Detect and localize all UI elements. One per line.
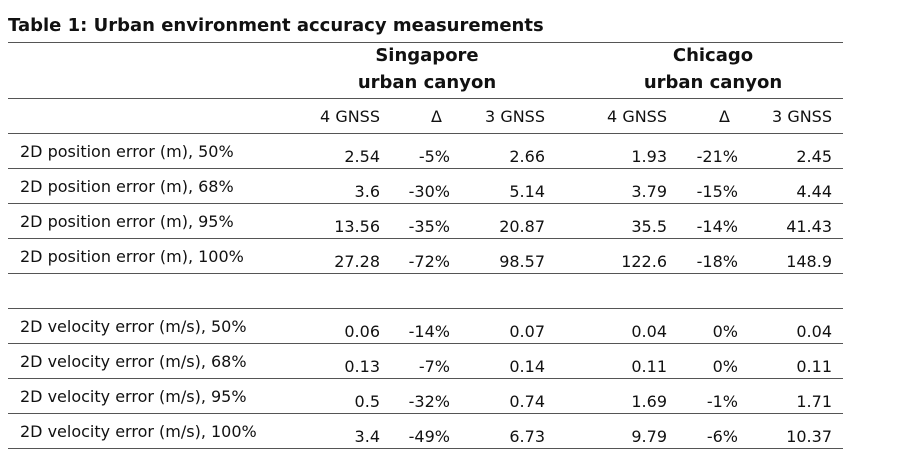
cell: 0.06 (344, 322, 380, 341)
cell: -35% (408, 217, 450, 236)
cell: 0.07 (509, 322, 545, 341)
cell: 0% (712, 357, 738, 376)
cell: -30% (408, 182, 450, 201)
row-label: 2D position error (m), 50% (20, 142, 234, 161)
cell: 41.43 (786, 217, 832, 236)
rule (8, 378, 843, 379)
group-subtitle: urban canyon (643, 72, 783, 93)
row-label: 2D velocity error (m/s), 100% (20, 422, 257, 441)
cell: 0.11 (796, 357, 832, 376)
cell: 0.04 (796, 322, 832, 341)
group-name: Chicago (672, 45, 754, 66)
column-header: 3 GNSS (772, 107, 832, 126)
rule (8, 273, 843, 274)
cell: 0.14 (509, 357, 545, 376)
cell: 122.6 (621, 252, 667, 271)
rule (8, 42, 843, 43)
cell: 1.93 (631, 147, 667, 166)
cell: 6.73 (509, 427, 545, 446)
cell: 2.45 (796, 147, 832, 166)
cell: -49% (408, 427, 450, 446)
cell: 0.74 (509, 392, 545, 411)
column-header: Δ (431, 107, 442, 126)
cell: -5% (418, 147, 450, 166)
column-header: 4 GNSS (607, 107, 667, 126)
cell: 1.71 (796, 392, 832, 411)
cell: -72% (408, 252, 450, 271)
cell: -1% (706, 392, 738, 411)
rule (8, 203, 843, 204)
rule (8, 448, 843, 449)
rule (8, 133, 843, 134)
cell: 3.6 (354, 182, 380, 201)
rule (8, 98, 843, 99)
cell: 20.87 (499, 217, 545, 236)
cell: 9.79 (631, 427, 667, 446)
cell: 35.5 (631, 217, 667, 236)
rule (8, 238, 843, 239)
cell: -7% (418, 357, 450, 376)
row-label: 2D velocity error (m/s), 68% (20, 352, 247, 371)
group-name: Singapore (375, 45, 479, 66)
cell: -14% (696, 217, 738, 236)
cell: 2.54 (344, 147, 380, 166)
cell: -32% (408, 392, 450, 411)
cell: 0.04 (631, 322, 667, 341)
column-header: Δ (719, 107, 730, 126)
cell: -6% (706, 427, 738, 446)
rule (8, 308, 843, 309)
row-label: 2D position error (m), 95% (20, 212, 234, 231)
row-label: 2D position error (m), 100% (20, 247, 244, 266)
row-label: 2D position error (m), 68% (20, 177, 234, 196)
cell: 98.57 (499, 252, 545, 271)
cell: -18% (696, 252, 738, 271)
cell: 0% (712, 322, 738, 341)
cell: 1.69 (631, 392, 667, 411)
cell: 0.13 (344, 357, 380, 376)
cell: -15% (696, 182, 738, 201)
group-subtitle: urban canyon (357, 72, 497, 93)
cell: -14% (408, 322, 450, 341)
row-label: 2D velocity error (m/s), 50% (20, 317, 247, 336)
cell: -21% (696, 147, 738, 166)
cell: 0.11 (631, 357, 667, 376)
rule (8, 343, 843, 344)
cell: 3.4 (354, 427, 380, 446)
cell: 0.5 (354, 392, 380, 411)
cell: 5.14 (509, 182, 545, 201)
rule (8, 168, 843, 169)
cell: 10.37 (786, 427, 832, 446)
table-title: Table 1: Urban environment accuracy meas… (8, 15, 544, 36)
cell: 148.9 (786, 252, 832, 271)
cell: 13.56 (334, 217, 380, 236)
column-header: 4 GNSS (320, 107, 380, 126)
row-label: 2D velocity error (m/s), 95% (20, 387, 247, 406)
cell: 3.79 (631, 182, 667, 201)
cell: 2.66 (509, 147, 545, 166)
rule (8, 413, 843, 414)
column-header: 3 GNSS (485, 107, 545, 126)
cell: 4.44 (796, 182, 832, 201)
cell: 27.28 (334, 252, 380, 271)
